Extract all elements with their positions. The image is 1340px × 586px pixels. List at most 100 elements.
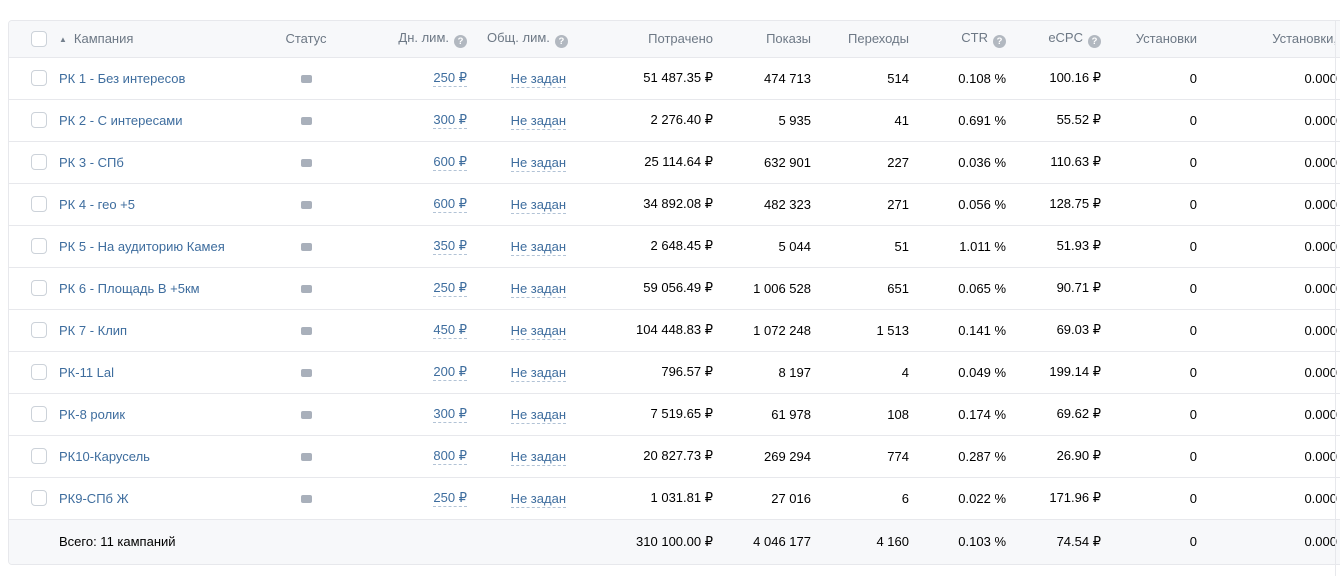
col-header-campaign-label: Кампания <box>73 31 134 47</box>
help-icon[interactable]: ? <box>454 34 467 48</box>
total-limit-link[interactable]: Не задан <box>510 70 566 88</box>
total-installs-cell: 0 <box>1121 518 1217 564</box>
total-impressions-cell: 4 046 177 <box>733 518 831 564</box>
ecpc-cell: 69.03 ₽ <box>1026 308 1121 351</box>
daily-limit-link[interactable]: 350 ₽ <box>433 238 467 255</box>
installs-pct-cell: 0.000 <box>1217 350 1340 393</box>
col-header-status[interactable]: Статус <box>284 21 354 58</box>
installs-pct-cell: 0.000 <box>1217 98 1340 141</box>
campaign-link[interactable]: РК 3 - СПб <box>59 154 124 170</box>
installs-cell: 0 <box>1121 434 1217 477</box>
row-checkbox[interactable] <box>31 364 47 381</box>
help-icon[interactable]: ? <box>554 34 568 48</box>
col-header-total-limit[interactable]: Общ. лим.? <box>487 21 586 58</box>
ctr-cell: 0.691 % <box>929 98 1026 141</box>
status-stopped-icon <box>300 326 312 335</box>
ctr-cell: 0.056 % <box>929 182 1026 225</box>
campaign-link[interactable]: РК 1 - Без интересов <box>59 70 186 86</box>
col-header-ecpc-label: eCPC <box>1048 29 1083 45</box>
ecpc-cell: 90.71 ₽ <box>1026 266 1121 309</box>
sort-asc-icon: ▲ <box>59 35 67 45</box>
row-checkbox[interactable] <box>31 112 47 129</box>
col-header-daily-limit-label: Дн. лим. <box>398 29 449 45</box>
impressions-cell: 474 713 <box>764 70 811 86</box>
help-icon[interactable]: ? <box>993 34 1006 48</box>
clicks-cell: 271 <box>831 182 929 225</box>
col-header-installs-pct-label: Установки, <box>1272 31 1337 47</box>
daily-limit-link[interactable]: 250 ₽ <box>433 280 467 297</box>
campaign-link[interactable]: РК 6 - Площадь В +5км <box>59 280 200 296</box>
total-limit-link[interactable]: Не задан <box>510 238 566 256</box>
status-stopped-icon <box>300 368 312 377</box>
installs-pct-cell: 0.000 <box>1304 70 1337 86</box>
total-limit-link[interactable]: Не задан <box>510 364 566 382</box>
daily-limit-link[interactable]: 300 ₽ <box>433 112 467 129</box>
daily-limit-link[interactable]: 300 ₽ <box>433 406 467 423</box>
col-header-spent[interactable]: Потрачено <box>586 21 733 58</box>
campaign-link[interactable]: РК 2 - С интересами <box>59 112 183 128</box>
campaign-link[interactable]: РК 7 - Клип <box>59 322 128 338</box>
installs-cell: 0 <box>1121 182 1217 225</box>
spent-cell: 2 648.45 ₽ <box>586 224 733 267</box>
daily-limit-link[interactable]: 250 ₽ <box>433 70 467 87</box>
campaign-link[interactable]: РК 4 - гео +5 <box>59 196 135 212</box>
daily-limit-link[interactable]: 200 ₽ <box>433 364 467 381</box>
row-checkbox[interactable] <box>31 406 47 423</box>
total-limit-link[interactable]: Не задан <box>510 112 566 130</box>
row-checkbox[interactable] <box>31 154 47 171</box>
col-header-ecpc[interactable]: eCPC? <box>1026 21 1121 58</box>
daily-limit-link[interactable]: 250 ₽ <box>433 490 467 507</box>
total-limit-link[interactable]: Не задан <box>510 322 566 340</box>
installs-cell: 0 <box>1121 140 1217 183</box>
col-header-ctr[interactable]: CTR? <box>929 21 1026 58</box>
col-header-total-limit-label: Общ. лим. <box>487 29 550 45</box>
daily-limit-link[interactable]: 800 ₽ <box>433 448 467 465</box>
col-header-daily-limit[interactable]: Дн. лим.? <box>354 21 487 58</box>
row-checkbox[interactable] <box>31 70 47 87</box>
daily-limit-link[interactable]: 600 ₽ <box>433 154 467 171</box>
row-checkbox[interactable] <box>31 196 47 213</box>
help-icon[interactable]: ? <box>1088 34 1101 48</box>
col-header-campaign[interactable]: ▲ Кампания <box>59 21 284 58</box>
row-checkbox[interactable] <box>31 238 47 255</box>
installs-cell: 0 <box>1121 308 1217 351</box>
daily-limit-link[interactable]: 450 ₽ <box>433 322 467 339</box>
ecpc-cell: 199.14 ₽ <box>1026 350 1121 393</box>
installs-pct-cell: 0.000 <box>1217 392 1340 435</box>
total-limit-link[interactable]: Не задан <box>510 406 566 424</box>
row-checkbox[interactable] <box>31 280 47 297</box>
campaign-link[interactable]: РК9-СПб Ж <box>59 490 129 506</box>
total-limit-link[interactable]: Не задан <box>510 154 566 172</box>
col-header-status-label: Статус <box>285 31 327 47</box>
installs-pct-cell: 0.000 <box>1217 476 1340 519</box>
campaign-link[interactable]: РК 5 - На аудиторию Камея <box>59 238 225 254</box>
ecpc-cell: 55.52 ₽ <box>1026 98 1121 141</box>
col-header-clicks[interactable]: Переходы <box>831 21 929 58</box>
status-stopped-icon <box>300 284 312 293</box>
select-all-checkbox[interactable] <box>31 31 47 48</box>
campaign-link[interactable]: РК-11 Lal <box>59 364 115 380</box>
spent-cell: 25 114.64 ₽ <box>586 140 733 183</box>
installs-cell: 0 <box>1189 70 1197 86</box>
table-row: РК 3 - СПб 600 ₽ Не задан 25 114.64 ₽ 63… <box>9 140 1340 183</box>
impressions-cell: 5 044 <box>733 224 831 267</box>
row-checkbox[interactable] <box>31 490 47 507</box>
campaign-link[interactable]: РК10-Карусель <box>59 448 150 464</box>
total-limit-link[interactable]: Не задан <box>510 448 566 466</box>
campaign-link[interactable]: РК-8 ролик <box>59 406 126 422</box>
col-header-ctr-label: CTR <box>961 29 988 45</box>
col-header-installs[interactable]: Установки <box>1121 21 1217 58</box>
table-row: РК-11 Lal 200 ₽ Не задан 796.57 ₽ 8 197 … <box>9 350 1340 393</box>
col-header-installs-pct[interactable]: Установки, <box>1217 21 1340 58</box>
status-stopped-icon <box>300 74 312 83</box>
total-limit-link[interactable]: Не задан <box>510 196 566 214</box>
row-checkbox[interactable] <box>31 448 47 465</box>
total-label: Всего: 11 кампаний <box>59 518 284 564</box>
daily-limit-link[interactable]: 600 ₽ <box>433 196 467 213</box>
total-limit-link[interactable]: Не задан <box>510 490 566 508</box>
campaigns-table-card: ▲ Кампания Статус Дн. лим.? Общ. лим.? По… <box>8 20 1340 565</box>
col-header-impressions[interactable]: Показы <box>733 21 831 58</box>
status-stopped-icon <box>300 410 312 419</box>
row-checkbox[interactable] <box>31 322 47 339</box>
total-limit-link[interactable]: Не задан <box>510 280 566 298</box>
